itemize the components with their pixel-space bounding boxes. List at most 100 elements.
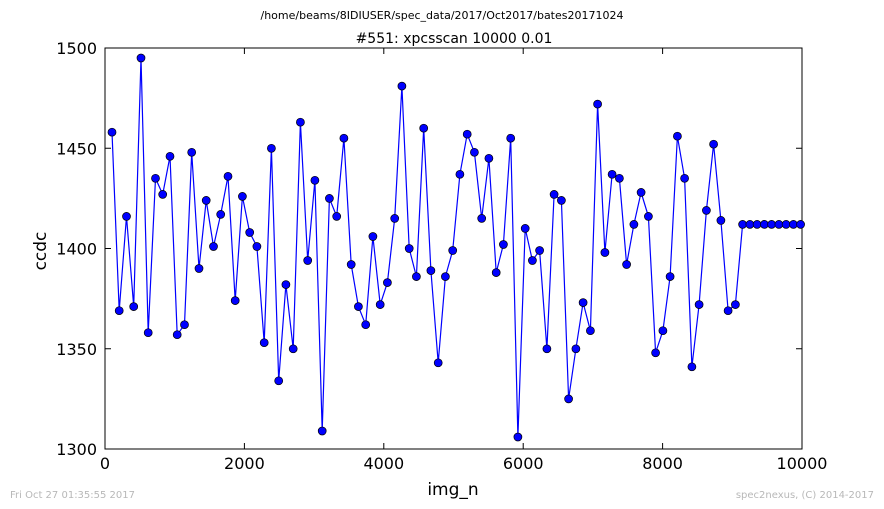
data-point: [441, 272, 450, 281]
data-point: [114, 306, 124, 316]
data-point: [267, 143, 276, 153]
data-point: [731, 300, 740, 309]
data-point: [665, 272, 675, 281]
data-point: [651, 348, 660, 358]
data-point: [325, 194, 334, 203]
data-point: [419, 123, 429, 133]
data-point: [151, 173, 160, 183]
data-point: [209, 242, 218, 251]
data-point: [557, 196, 566, 205]
data-point: [796, 220, 805, 229]
data-point: [506, 133, 516, 143]
data-point: [673, 131, 682, 141]
data-point: [158, 190, 168, 199]
data-point: [658, 326, 668, 336]
data-point: [629, 220, 639, 229]
data-point: [586, 326, 595, 336]
data-point: [491, 268, 501, 277]
data-point: [622, 260, 631, 269]
footer-credit: spec2nexus, (C) 2014-2017: [736, 490, 874, 501]
data-point: [216, 210, 226, 219]
data-point: [122, 212, 131, 221]
data-point: [180, 320, 189, 330]
data-point: [774, 220, 784, 229]
data-point: [578, 298, 588, 307]
y-tick-labels: 1300 1350 1400 1450 1500: [56, 39, 97, 459]
data-point: [484, 153, 494, 163]
data-point: [238, 192, 247, 201]
data-point: [535, 246, 544, 255]
data-point: [361, 320, 371, 330]
file-path-supertitle: /home/beams/8IDIUSER/spec_data/2017/Oct2…: [261, 9, 624, 22]
chart-title: #551: xpcsscan 10000 0.01: [356, 31, 553, 47]
y-axis-label: ccdc: [31, 232, 51, 271]
data-point: [644, 212, 653, 221]
x-tick-label: 10000: [777, 454, 828, 473]
data-point: [354, 302, 363, 311]
data-point: [571, 344, 581, 354]
data-point: [470, 147, 479, 157]
y-tick-label: 1450: [56, 139, 97, 158]
data-point: [564, 394, 573, 404]
data-point: [252, 242, 262, 251]
data-point: [789, 220, 798, 229]
series-line: [111, 57, 801, 438]
data-point: [339, 133, 349, 143]
y-tick-label: 1500: [56, 39, 97, 58]
series-markers: [107, 53, 805, 442]
x-tick-label: 4000: [363, 454, 404, 473]
y-tick-label: 1400: [56, 240, 97, 259]
data-point: [187, 147, 197, 157]
data-point: [694, 300, 704, 309]
data-point: [513, 432, 523, 442]
data-point: [723, 306, 733, 316]
data-point: [375, 300, 385, 309]
data-point: [781, 220, 791, 229]
data-point: [201, 196, 211, 205]
data-point: [317, 426, 327, 436]
data-point: [143, 328, 153, 338]
data-point: [752, 220, 762, 229]
data-point: [332, 212, 342, 221]
data-point: [600, 248, 610, 257]
data-point: [607, 169, 617, 179]
data-point: [288, 344, 298, 354]
data-point: [368, 232, 378, 241]
data-point: [716, 216, 726, 225]
axis-ticks: [104, 47, 803, 450]
x-tick-labels: 0 2000 4000 6000 8000 10000: [100, 454, 828, 473]
data-point: [738, 220, 747, 229]
data-point: [346, 260, 356, 269]
data-point: [165, 151, 175, 161]
data-point: [390, 214, 400, 223]
data-point: [129, 302, 139, 311]
data-point: [194, 264, 204, 273]
data-point: [274, 376, 284, 386]
data-point: [296, 117, 305, 127]
data-point: [281, 280, 291, 289]
data-point: [542, 344, 552, 354]
data-point: [230, 296, 240, 305]
data-point: [462, 129, 472, 139]
x-tick-label: 2000: [224, 454, 265, 473]
data-point: [593, 99, 602, 109]
data-point: [107, 127, 117, 137]
x-tick-label: 8000: [642, 454, 683, 473]
data-point: [549, 190, 559, 199]
y-tick-label: 1350: [56, 340, 97, 359]
data-point: [404, 244, 414, 253]
data-point: [520, 224, 530, 233]
x-tick-label: 0: [100, 454, 110, 473]
data-point: [745, 220, 755, 229]
data-point: [477, 214, 487, 223]
data-point: [310, 175, 320, 185]
data-point: [412, 272, 421, 281]
data-point: [426, 266, 436, 275]
data-point: [245, 228, 255, 237]
data-point: [702, 206, 711, 215]
y-tick-label: 1300: [56, 440, 97, 459]
data-point: [760, 220, 769, 229]
data-point: [303, 256, 313, 265]
data-point: [687, 362, 697, 372]
